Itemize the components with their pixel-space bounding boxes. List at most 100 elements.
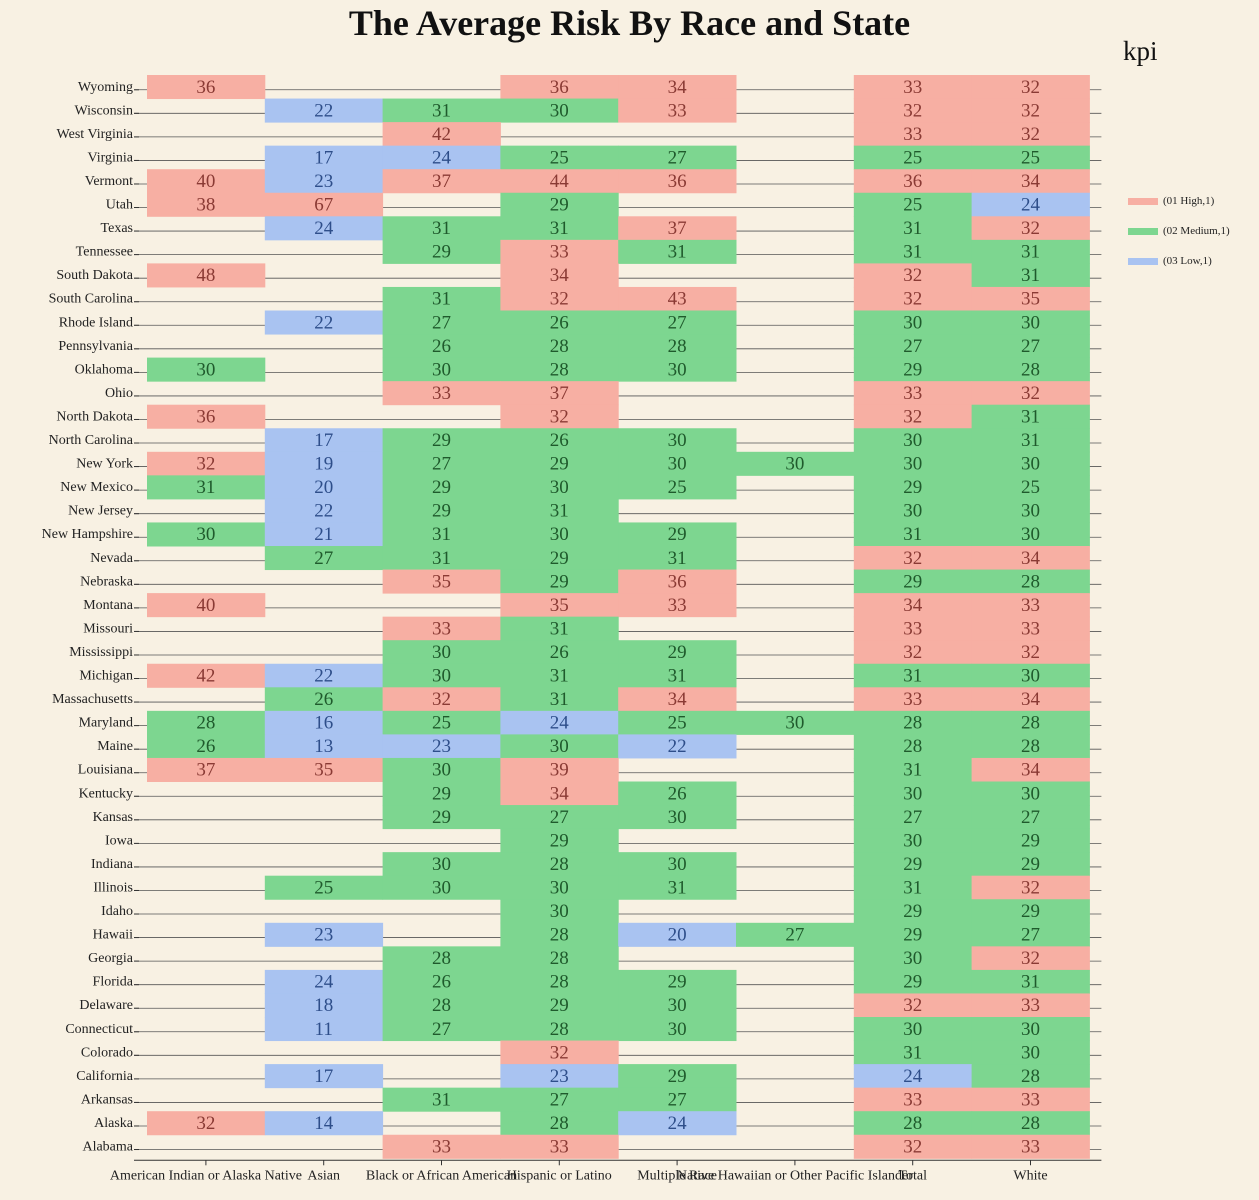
heatmap-cell	[971, 616, 1090, 641]
heatmap-cell	[618, 239, 737, 264]
cell-value-label: 30	[785, 713, 804, 734]
heatmap-cell	[971, 1111, 1090, 1136]
cell-value-label: 31	[903, 877, 922, 898]
y-tick-label: Hawaii	[93, 928, 134, 943]
heatmap-cell	[382, 145, 501, 170]
cell-value-label: 31	[432, 218, 451, 239]
y-tick-label: Idaho	[101, 904, 133, 919]
heatmap-cell	[382, 546, 501, 571]
cell-value-label: 25	[668, 713, 687, 734]
cell-value-label: 30	[432, 359, 451, 380]
cell-value-label: 37	[196, 760, 215, 781]
cell-value-label: 31	[1021, 406, 1040, 427]
cell-value-label: 30	[668, 430, 687, 451]
heatmap-cell	[971, 899, 1090, 924]
cell-value-label: 36	[196, 406, 215, 427]
cell-value-label: 38	[196, 195, 215, 216]
heatmap-cell	[382, 852, 501, 877]
cell-value-label: 26	[550, 642, 569, 663]
heatmap-cell	[736, 451, 855, 476]
heatmap-cell	[971, 404, 1090, 429]
heatmap-cell	[618, 1017, 737, 1042]
heatmap-cell	[500, 946, 619, 971]
heatmap-cell	[500, 75, 619, 100]
heatmap-cell	[382, 1134, 501, 1159]
cell-value-label: 31	[550, 218, 569, 239]
heatmap-cell	[500, 546, 619, 571]
heatmap-cell	[853, 852, 973, 877]
cell-value-label: 31	[1021, 972, 1040, 993]
heatmap-cell	[500, 569, 619, 594]
heatmap-cell	[382, 522, 501, 547]
cell-value-label: 25	[668, 477, 687, 498]
cell-value-label: 28	[1021, 713, 1040, 734]
heatmap-cell	[147, 451, 266, 476]
heatmap-cell	[971, 169, 1090, 194]
heatmap-cell	[500, 381, 619, 406]
heatmap-cell	[500, 1040, 619, 1065]
heatmap-cell	[853, 169, 973, 194]
cell-value-label: 28	[1021, 1066, 1040, 1087]
x-axis: American Indian or Alaska Native Asian Bla…	[110, 1159, 1102, 1183]
heatmap-cell	[382, 1017, 501, 1042]
cell-value-label: 30	[903, 783, 922, 804]
cell-value-label: 17	[314, 1066, 333, 1087]
cell-value-label: 23	[432, 736, 451, 757]
cell-value-label: 30	[1021, 454, 1040, 475]
heatmap-cell	[500, 687, 619, 712]
cell-value-label: 30	[668, 454, 687, 475]
heatmap-cell	[971, 75, 1090, 100]
heatmap-cell	[853, 428, 973, 453]
heatmap-cell	[971, 687, 1090, 712]
cell-value-label: 33	[668, 100, 687, 121]
heatmap-cell	[500, 310, 619, 335]
heatmap-cell	[500, 216, 619, 241]
heatmap-cell	[853, 122, 973, 147]
heatmap-cell	[853, 922, 973, 947]
cell-value-label: 30	[550, 477, 569, 498]
heatmap-cell	[264, 734, 384, 759]
heatmap-cell	[853, 757, 973, 782]
cell-value-label: 25	[432, 713, 451, 734]
heatmap-cell	[147, 757, 266, 782]
heatmap-cell	[971, 216, 1090, 241]
cell-value-label: 27	[1021, 807, 1040, 828]
cell-value-label: 32	[903, 289, 922, 310]
cell-value-label: 29	[432, 783, 451, 804]
cell-value-label: 27	[903, 336, 922, 357]
heatmap-cell	[147, 263, 266, 288]
y-tick-label: West Virginia	[57, 127, 134, 142]
cell-value-label: 39	[550, 760, 569, 781]
y-tick-label: Ohio	[105, 386, 133, 401]
cell-value-label: 27	[432, 454, 451, 475]
y-tick-label: Montana	[83, 598, 134, 613]
cell-value-label: 30	[785, 454, 804, 475]
heatmap-cell	[264, 687, 384, 712]
cell-value-label: 30	[1021, 524, 1040, 545]
heatmap-cell	[618, 1087, 737, 1112]
heatmap-cell	[264, 428, 384, 453]
heatmap-cell	[853, 216, 973, 241]
heatmap-cell	[500, 663, 619, 688]
heatmap-cell	[500, 263, 619, 288]
y-tick-label: Iowa	[105, 833, 134, 848]
cell-value-label: 28	[1021, 1113, 1040, 1134]
cell-value-label: 33	[550, 1137, 569, 1158]
cell-value-label: 33	[903, 618, 922, 639]
heatmap-cell	[264, 546, 384, 571]
heatmap-cell	[971, 993, 1090, 1018]
heatmap-cell	[853, 475, 973, 500]
heatmap-cell	[971, 263, 1090, 288]
cell-value-label: 17	[314, 147, 333, 168]
cell-value-label: 33	[1021, 1089, 1040, 1110]
heatmap-cell	[500, 451, 619, 476]
cell-value-label: 28	[1021, 359, 1040, 380]
x-tick-label: White	[1013, 1168, 1047, 1183]
cell-value-label: 36	[196, 77, 215, 98]
cell-value-label: 29	[550, 195, 569, 216]
cell-value-label: 29	[668, 972, 687, 993]
cell-value-label: 31	[903, 1042, 922, 1063]
legend-swatch	[1128, 258, 1158, 265]
heatmap-cell	[618, 334, 737, 359]
heatmap-cell	[853, 1087, 973, 1112]
